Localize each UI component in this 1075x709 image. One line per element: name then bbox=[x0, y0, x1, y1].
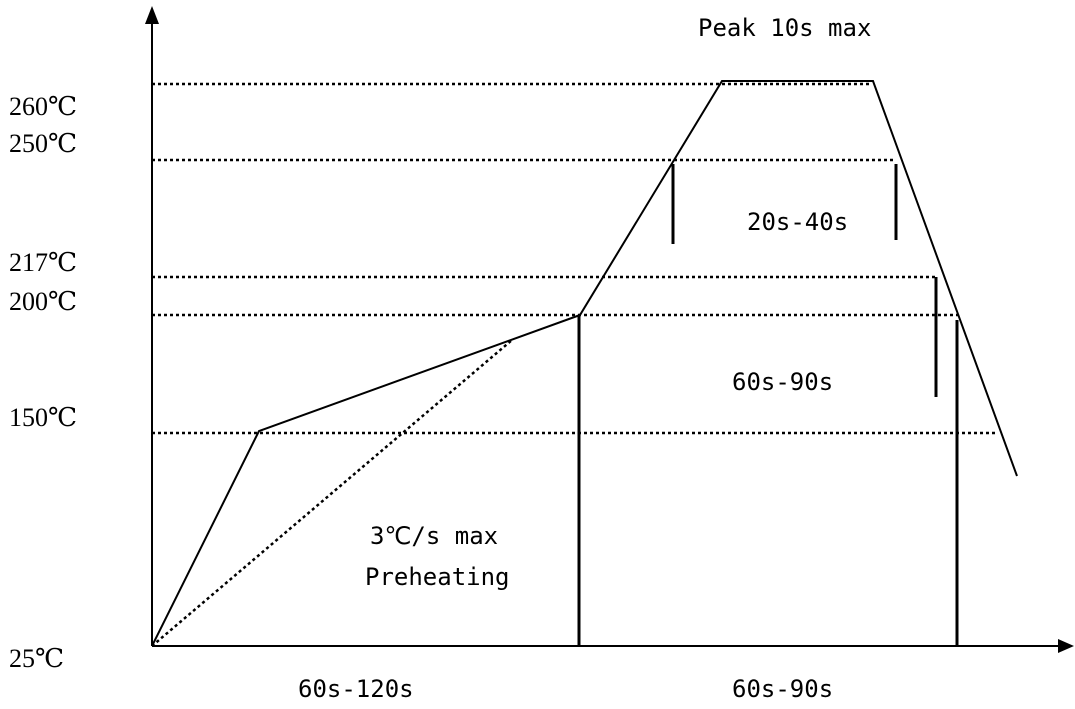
y-axis-arrow bbox=[145, 6, 159, 24]
y-label-250: 250℃ bbox=[9, 129, 78, 158]
peak-label: Peak 10s max bbox=[698, 14, 872, 42]
preheat-duration-label: 60s-120s bbox=[298, 675, 414, 703]
y-label-150: 150℃ bbox=[9, 403, 78, 432]
y-label-200: 200℃ bbox=[9, 287, 78, 316]
reflow-duration-label: 60s-90s bbox=[732, 675, 834, 703]
ramp-rate-line bbox=[151, 339, 513, 647]
y-label-260: 260℃ bbox=[9, 92, 78, 121]
profile-curve bbox=[151, 80, 1018, 647]
x-axis-arrow bbox=[1058, 639, 1074, 653]
preheating-label: Preheating bbox=[365, 563, 510, 591]
duration-above-250-label: 20s-40s bbox=[747, 208, 849, 236]
y-label-25: 25℃ bbox=[9, 644, 65, 673]
y-label-217: 217℃ bbox=[9, 248, 78, 277]
duration-above-217-label: 60s-90s bbox=[732, 368, 834, 396]
ramp-rate-label: 3℃/s max bbox=[370, 522, 499, 550]
